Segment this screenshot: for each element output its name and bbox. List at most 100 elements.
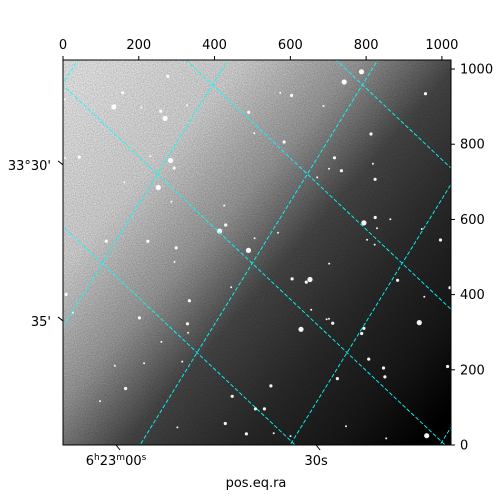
star: [123, 181, 126, 184]
star: [104, 239, 108, 243]
star: [146, 239, 150, 243]
star: [373, 177, 377, 181]
star: [143, 362, 146, 365]
star: [137, 316, 141, 320]
right-pixel-axis: 0 200 400 600 800 1000: [451, 63, 493, 454]
star: [423, 92, 428, 96]
star: [373, 215, 377, 220]
star: [159, 109, 163, 113]
top-tick-label: 400: [202, 38, 227, 53]
star: [339, 169, 343, 173]
top-tick-label: 200: [126, 38, 151, 53]
star: [64, 156, 67, 159]
star: [162, 115, 168, 121]
star: [244, 432, 248, 436]
star: [121, 91, 125, 95]
star: [279, 91, 282, 94]
star: [173, 260, 176, 263]
star: [245, 247, 252, 253]
star: [253, 132, 256, 135]
star: [381, 366, 386, 370]
bottom-tick-mark: [315, 444, 321, 451]
star: [341, 79, 347, 85]
star: [290, 277, 294, 281]
star: [369, 132, 373, 136]
star: [262, 407, 266, 411]
star: [63, 98, 66, 101]
star: [277, 231, 279, 234]
top-tick-label: 0: [59, 38, 67, 53]
x-axis-title: pos.eq.ra: [226, 476, 287, 491]
star: [396, 278, 400, 282]
left-tick-mark: [57, 160, 64, 166]
star: [149, 155, 152, 158]
star: [166, 74, 170, 78]
top-pixel-axis: 0 200 400 600 800 1000: [59, 38, 458, 60]
star: [124, 386, 128, 391]
star: [328, 167, 330, 170]
star: [224, 223, 228, 227]
star: [423, 295, 426, 298]
star: [389, 218, 392, 221]
star: [64, 292, 68, 296]
star: [360, 331, 364, 336]
star: [362, 326, 366, 330]
star: [332, 156, 337, 160]
star: [223, 204, 226, 207]
star: [322, 105, 325, 107]
top-tick-label: 600: [278, 38, 303, 53]
plot-frame: [62, 59, 452, 446]
star: [424, 433, 430, 439]
dec-tick-label: 33°30': [8, 159, 51, 174]
star: [176, 426, 179, 429]
star: [316, 176, 319, 179]
star: [385, 437, 388, 440]
star: [172, 166, 176, 170]
star: [170, 200, 173, 203]
grid-line-dec: [63, 84, 446, 445]
star: [328, 317, 330, 320]
star: [155, 184, 161, 191]
right-tick-label: 1000: [460, 63, 493, 78]
star: [420, 228, 423, 230]
star: [304, 280, 308, 284]
grid-line-dec: [63, 225, 296, 445]
star: [298, 326, 304, 332]
right-tick-label: 0: [460, 439, 468, 454]
star: [282, 140, 286, 144]
noise-texture: [63, 60, 451, 445]
star: [223, 421, 227, 426]
star: [446, 364, 450, 369]
star: [376, 227, 378, 230]
grid-line-dec: [185, 60, 451, 310]
left-dec-axis: 33°30' 35': [8, 159, 64, 330]
star: [290, 93, 294, 98]
dec-tick-label: 35': [31, 315, 51, 330]
star: [253, 407, 257, 411]
top-tick-label: 800: [354, 38, 379, 53]
star: [272, 432, 275, 435]
ra-tick-label: 30s: [304, 454, 328, 469]
star: [187, 331, 190, 334]
top-tick-label: 1000: [425, 38, 458, 53]
star: [361, 220, 367, 226]
star: [71, 311, 74, 314]
star: [331, 321, 335, 325]
star: [373, 243, 376, 246]
star: [230, 286, 233, 289]
star: [438, 238, 443, 242]
star: [230, 394, 234, 398]
right-tick-label: 400: [460, 288, 485, 303]
right-tick-label: 800: [460, 138, 485, 153]
left-tick-mark: [57, 316, 64, 322]
grid-line-dec: [335, 60, 451, 169]
star: [253, 237, 256, 240]
star: [289, 435, 292, 438]
ra-tick-label: 6h23m00s: [86, 453, 147, 469]
star: [383, 375, 387, 379]
star: [174, 246, 178, 250]
grid-line-ra: [289, 183, 451, 445]
star: [247, 110, 251, 114]
